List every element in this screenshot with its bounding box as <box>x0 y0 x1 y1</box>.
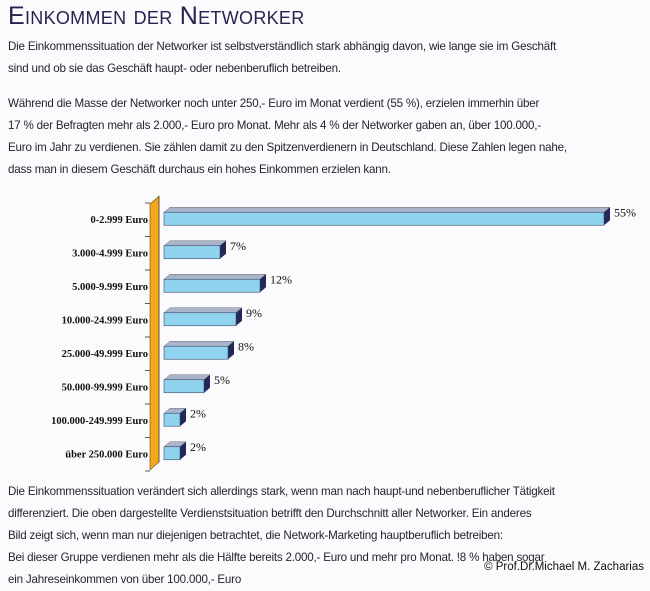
bar-side-face <box>604 207 610 226</box>
value-label: 9% <box>246 306 262 320</box>
value-label: 2% <box>190 406 206 420</box>
bar-side-face <box>180 408 186 427</box>
bar-side-face <box>220 240 226 259</box>
category-label: 100.000-249.999 Euro <box>51 416 148 427</box>
category-label: 10.000-24.999 Euro <box>62 315 148 326</box>
bar-side-face <box>260 274 266 293</box>
closing-paragraph: Die Einkommenssituation verändert sich a… <box>8 481 644 591</box>
bar-side-face <box>228 341 234 360</box>
bar <box>163 312 237 327</box>
value-label: 7% <box>230 239 246 253</box>
bar-top-face <box>163 341 235 347</box>
axis-wall <box>149 195 160 471</box>
copyright-notice: © Prof.Dr.Michael M. Zacharias <box>484 561 644 573</box>
bar-top-face <box>163 274 267 280</box>
value-label: 2% <box>190 440 206 454</box>
bar-top-face <box>163 374 211 380</box>
bar <box>163 446 181 461</box>
value-label: 55% <box>614 205 636 219</box>
text-line: Bild zeigt sich, wenn man nur diejenigen… <box>8 529 503 542</box>
income-bar-chart: 0-2.999 Euro 55% 3.000-4.999 Euro 7% 5.000-9… <box>51 195 636 472</box>
category-label: 3.000-4.999 Euro <box>72 248 148 259</box>
page-title: Einkommen der Networker <box>8 2 305 30</box>
bar-side-face <box>236 307 242 326</box>
bar <box>163 379 205 394</box>
category-label: 0-2.999 Euro <box>90 215 148 226</box>
text-line: Die Einkommenssituation verändert sich a… <box>8 485 555 498</box>
text-line: sind und ob sie das Geschäft haupt- oder… <box>8 62 341 75</box>
bar-side-face <box>180 441 186 460</box>
category-label: 25.000-49.999 Euro <box>62 349 148 360</box>
bar <box>163 412 181 427</box>
bar-top-face <box>163 207 611 213</box>
text-line: Euro im Jahr zu verdienen. Sie zählen da… <box>8 141 567 154</box>
text-line: dass man in diesem Geschäft durchaus ein… <box>8 163 391 176</box>
category-label: 5.000-9.999 Euro <box>72 282 148 293</box>
intro-paragraph: Die Einkommenssituation der Networker is… <box>8 36 644 80</box>
summary-paragraph: Während die Masse der Networker noch unt… <box>8 93 644 181</box>
value-label: 12% <box>270 272 292 286</box>
bar <box>163 278 261 293</box>
bar <box>163 245 221 260</box>
value-label: 8% <box>238 339 254 353</box>
text-line: differenziert. Die oben dargestellte Ver… <box>8 507 532 520</box>
bar <box>163 211 605 226</box>
bar-top-face <box>163 240 227 246</box>
text-line: Bei dieser Gruppe verdienen mehr als die… <box>8 551 545 564</box>
category-label: über 250.000 Euro <box>65 449 148 460</box>
bar-top-face <box>163 307 243 313</box>
text-line: Die Einkommenssituation der Networker is… <box>8 40 557 53</box>
text-line: Während die Masse der Networker noch unt… <box>8 97 540 110</box>
value-label: 5% <box>214 373 230 387</box>
bar <box>163 345 229 360</box>
text-line: 17 % der Befragten mehr als 2.000,- Euro… <box>8 119 541 132</box>
bar-side-face <box>204 374 210 393</box>
category-label: 50.000-99.999 Euro <box>62 382 148 393</box>
